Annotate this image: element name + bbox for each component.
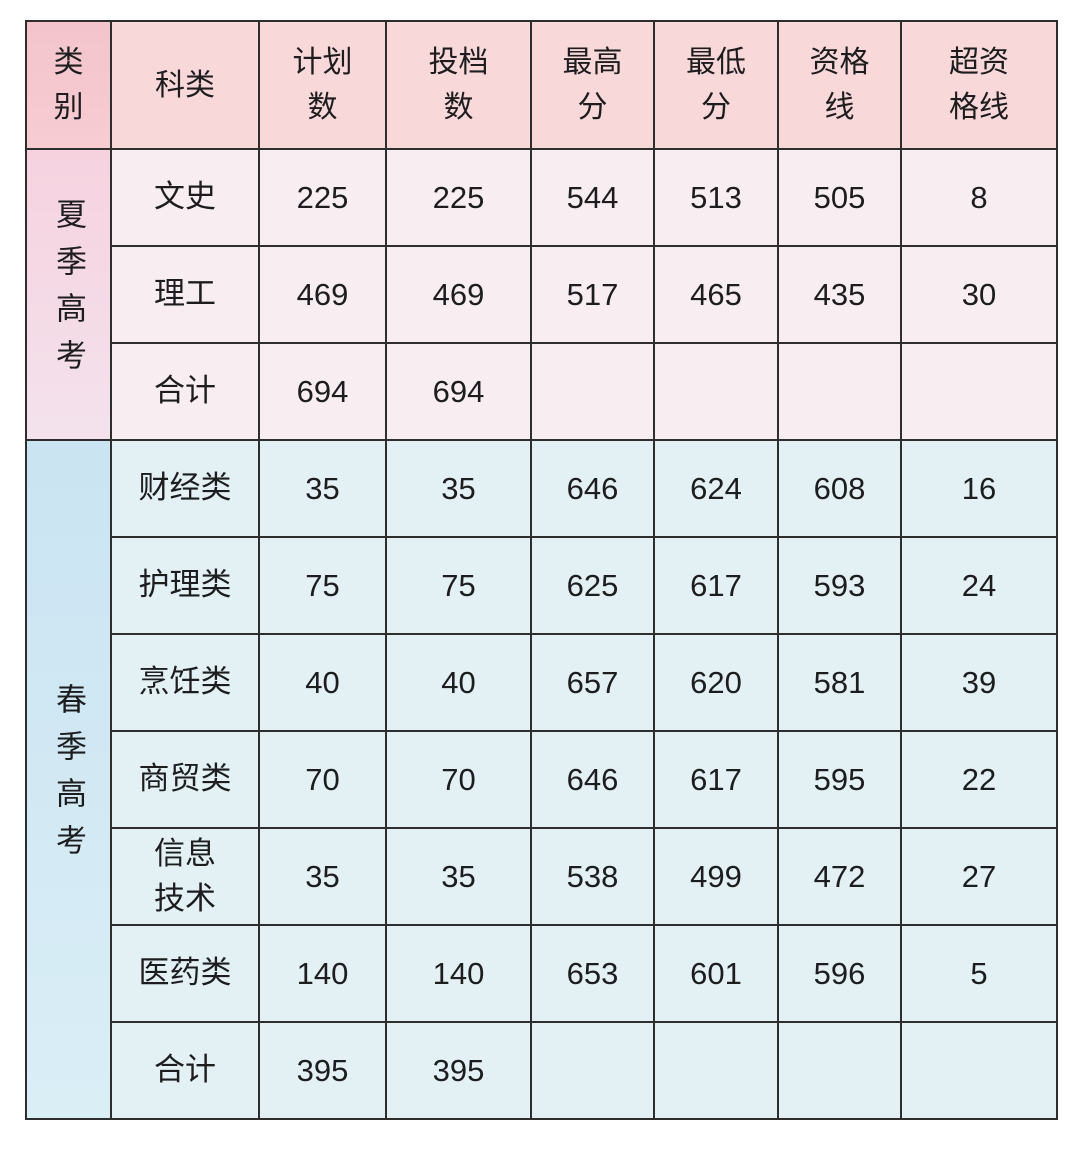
value-cell: 694	[385, 342, 532, 441]
summer-total-row: 合计 694 694	[26, 342, 1058, 441]
header-cell-qualify-line: 资格 线	[777, 20, 902, 150]
value-cell: 595	[777, 730, 902, 829]
value-cell: 646	[530, 730, 655, 829]
value-cell: 395	[385, 1021, 532, 1120]
value-cell: 70	[385, 730, 532, 829]
value-cell: 596	[777, 924, 902, 1023]
value-cell: 517	[530, 245, 655, 344]
subject-cell: 财经类	[110, 439, 260, 538]
subject-cell: 合计	[110, 1021, 260, 1120]
header-cell-over-qualify: 超资 格线	[900, 20, 1058, 150]
value-cell: 140	[385, 924, 532, 1023]
value-cell: 35	[385, 827, 532, 926]
value-cell: 27	[900, 827, 1058, 926]
table-row: 护理类 75 75 625 617 593 24	[26, 536, 1058, 635]
value-cell: 5	[900, 924, 1058, 1023]
value-cell: 625	[530, 536, 655, 635]
value-cell: 472	[777, 827, 902, 926]
value-cell: 513	[653, 148, 779, 247]
value-cell: 16	[900, 439, 1058, 538]
empty-cell	[653, 342, 779, 441]
value-cell: 35	[258, 827, 387, 926]
header-cell-category: 类 别	[25, 20, 112, 150]
value-cell: 620	[653, 633, 779, 732]
value-cell: 694	[258, 342, 387, 441]
value-cell: 395	[258, 1021, 387, 1120]
value-cell: 225	[258, 148, 387, 247]
subject-cell: 合计	[110, 342, 260, 441]
value-cell: 75	[258, 536, 387, 635]
subject-cell: 文史	[110, 148, 260, 247]
header-cell-subject: 科类	[110, 20, 260, 150]
value-cell: 653	[530, 924, 655, 1023]
value-cell: 22	[900, 730, 1058, 829]
value-cell: 581	[777, 633, 902, 732]
spring-total-row: 合计 395 395	[26, 1021, 1058, 1120]
value-cell: 435	[777, 245, 902, 344]
value-cell: 24	[900, 536, 1058, 635]
header-cell-plan: 计划 数	[258, 20, 387, 150]
table-row: 夏季高考 文史 225 225 544 513 505 8	[25, 148, 1058, 441]
admission-score-table: 类 别 科类 计划 数 投档 数 最高 分 最低 分 资格 线 超资 格线 夏季…	[25, 20, 1058, 1120]
value-cell: 40	[385, 633, 532, 732]
empty-cell	[530, 342, 655, 441]
value-cell: 35	[385, 439, 532, 538]
value-cell: 601	[653, 924, 779, 1023]
subject-cell: 烹饪类	[110, 633, 260, 732]
subject-cell: 理工	[110, 245, 260, 344]
value-cell: 608	[777, 439, 902, 538]
value-cell: 617	[653, 730, 779, 829]
value-cell: 225	[385, 148, 532, 247]
value-cell: 469	[385, 245, 532, 344]
summer-category-label: 夏季高考	[51, 197, 86, 387]
header-cell-filed: 投档 数	[385, 20, 532, 150]
empty-cell	[653, 1021, 779, 1120]
value-cell: 646	[530, 439, 655, 538]
value-cell: 593	[777, 536, 902, 635]
empty-cell	[900, 342, 1058, 441]
spring-category-cell: 春季高考	[25, 439, 112, 1120]
header-cell-min-score: 最低 分	[653, 20, 779, 150]
value-cell: 657	[530, 633, 655, 732]
value-cell: 8	[900, 148, 1058, 247]
subject-cell: 信息 技术	[110, 827, 260, 926]
table-row: 商贸类 70 70 646 617 595 22	[26, 730, 1058, 829]
value-cell: 465	[653, 245, 779, 344]
value-cell: 70	[258, 730, 387, 829]
empty-cell	[777, 342, 902, 441]
value-cell: 140	[258, 924, 387, 1023]
value-cell: 75	[385, 536, 532, 635]
subject-cell: 商贸类	[110, 730, 260, 829]
value-cell: 544	[530, 148, 655, 247]
value-cell: 624	[653, 439, 779, 538]
header-row: 类 别 科类 计划 数 投档 数 最高 分 最低 分 资格 线 超资 格线	[25, 20, 1058, 150]
value-cell: 40	[258, 633, 387, 732]
empty-cell	[900, 1021, 1058, 1120]
subject-cell: 护理类	[110, 536, 260, 635]
header-category-label: 类 别	[53, 46, 84, 124]
value-cell: 505	[777, 148, 902, 247]
value-cell: 35	[258, 439, 387, 538]
empty-cell	[777, 1021, 902, 1120]
summer-category-cell: 夏季高考	[25, 148, 112, 441]
value-cell: 469	[258, 245, 387, 344]
spring-category-label: 春季高考	[51, 682, 86, 872]
subject-cell: 医药类	[110, 924, 260, 1023]
empty-cell	[530, 1021, 655, 1120]
value-cell: 39	[900, 633, 1058, 732]
table-row: 信息 技术 35 35 538 499 472 27	[26, 827, 1058, 926]
table-row: 烹饪类 40 40 657 620 581 39	[26, 633, 1058, 732]
table-row: 春季高考 财经类 35 35 646 624 608 16	[25, 439, 1058, 1120]
table-row: 医药类 140 140 653 601 596 5	[26, 924, 1058, 1023]
table-row: 理工 469 469 517 465 435 30	[26, 245, 1058, 344]
value-cell: 617	[653, 536, 779, 635]
value-cell: 30	[900, 245, 1058, 344]
value-cell: 538	[530, 827, 655, 926]
header-cell-max-score: 最高 分	[530, 20, 655, 150]
value-cell: 499	[653, 827, 779, 926]
